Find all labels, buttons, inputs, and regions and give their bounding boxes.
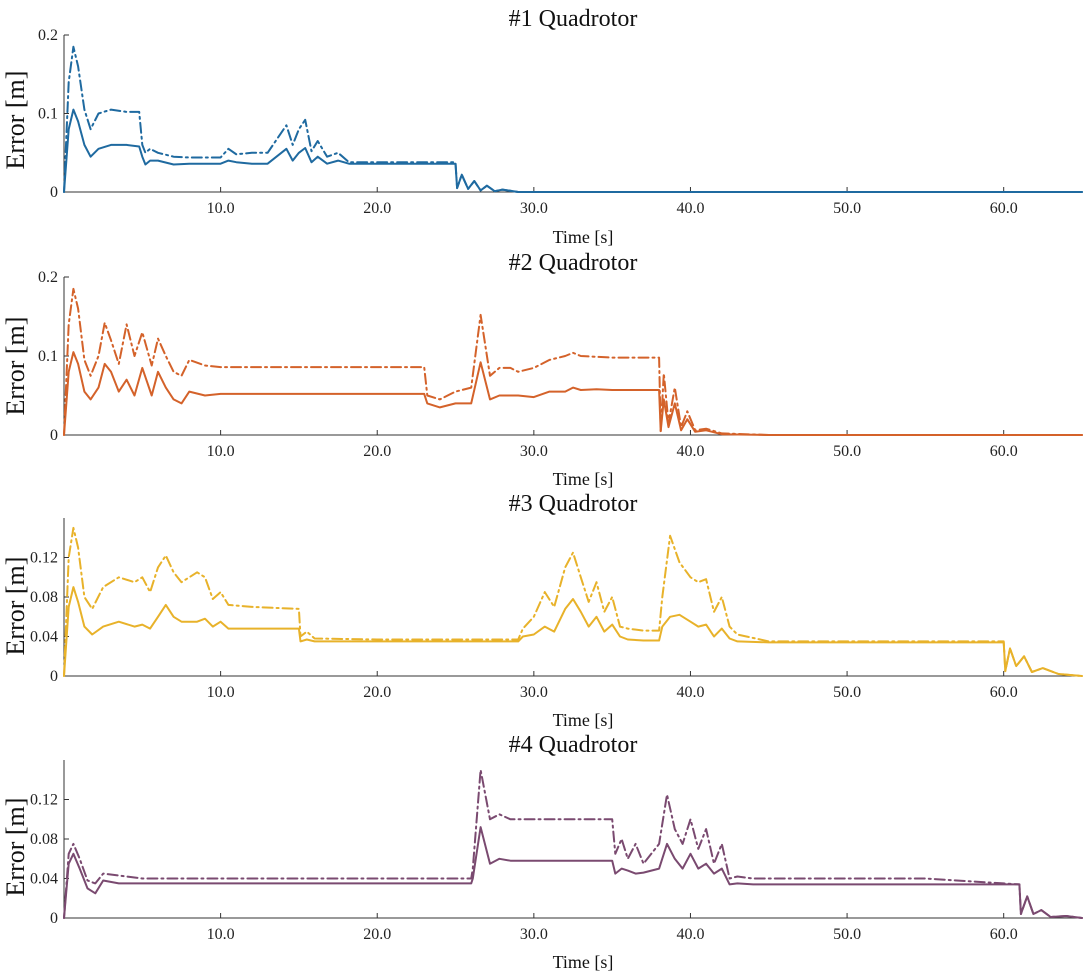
y-tick-label: 0.08 (30, 831, 58, 848)
chart-title: #3 Quadrotor (509, 491, 638, 517)
y-tick-label: 0 (50, 184, 58, 201)
y-tick-label: 0.12 (30, 792, 58, 809)
x-tick-label: 40.0 (676, 684, 704, 701)
y-tick-label: 0.2 (38, 27, 58, 44)
y-tick-label: 0.1 (38, 106, 58, 123)
x-tick-label: 60.0 (990, 684, 1018, 701)
x-tick-label: 60.0 (990, 443, 1018, 460)
y-tick-label: 0.04 (30, 629, 58, 646)
chart-title: #4 Quadrotor (509, 732, 638, 758)
x-tick-label: 30.0 (520, 200, 548, 217)
x-tick-label: 30.0 (520, 926, 548, 943)
series-line-error-norm (63, 826, 1083, 919)
x-tick-label: 50.0 (833, 684, 861, 701)
series-line-error-norm (63, 108, 1083, 193)
series-line-error-norm (63, 586, 1083, 677)
x-tick-label: 10.0 (207, 443, 235, 460)
y-tick-label: 0 (50, 427, 58, 444)
y-tick-label: 0.1 (38, 348, 58, 365)
x-axis-label: Time [s] (553, 952, 614, 972)
x-axis-label: Time [s] (553, 469, 614, 489)
series-line-error-bound (63, 768, 1083, 919)
y-tick-label: 0.04 (30, 871, 58, 888)
x-tick-label: 40.0 (676, 443, 704, 460)
x-axis-label: Time [s] (553, 710, 614, 730)
y-tick-label: 0.2 (38, 269, 58, 286)
x-tick-label: 40.0 (676, 200, 704, 217)
x-tick-label: 20.0 (363, 926, 391, 943)
x-tick-label: 40.0 (676, 926, 704, 943)
series-line-error-bound (63, 526, 1083, 677)
x-tick-label: 60.0 (990, 200, 1018, 217)
y-tick-label: 0 (50, 910, 58, 927)
y-axis-label: Error [m] (1, 71, 30, 170)
x-tick-label: 10.0 (207, 926, 235, 943)
series-line-error-norm (63, 351, 1083, 436)
series-line-error-bound (63, 287, 1083, 436)
x-tick-label: 20.0 (363, 200, 391, 217)
chart-title: #2 Quadrotor (509, 250, 638, 276)
x-tick-label: 20.0 (363, 684, 391, 701)
x-tick-label: 50.0 (833, 926, 861, 943)
x-tick-label: 30.0 (520, 684, 548, 701)
y-axis-label: Error [m] (1, 557, 30, 656)
y-tick-label: 0 (50, 668, 58, 685)
series-line-error-bound (63, 45, 1083, 193)
x-tick-label: 60.0 (990, 926, 1018, 943)
y-tick-label: 0.08 (30, 589, 58, 606)
y-tick-label: 0.12 (30, 550, 58, 567)
chart-title: #1 Quadrotor (509, 6, 638, 32)
x-axis-label: Time [s] (553, 227, 614, 247)
x-tick-label: 20.0 (363, 443, 391, 460)
y-axis-label: Error [m] (1, 798, 30, 897)
x-tick-label: 30.0 (520, 443, 548, 460)
x-tick-label: 50.0 (833, 200, 861, 217)
y-axis-label: Error [m] (1, 317, 30, 416)
x-tick-label: 50.0 (833, 443, 861, 460)
x-tick-label: 10.0 (207, 684, 235, 701)
x-tick-label: 10.0 (207, 200, 235, 217)
